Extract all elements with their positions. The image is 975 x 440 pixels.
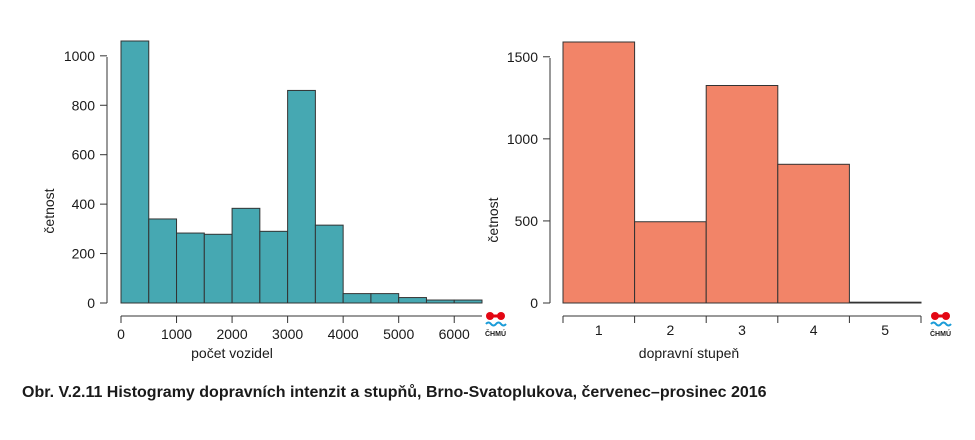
right-y-ticks: 0 500 1000 1500 (507, 49, 550, 311)
left-ytick-label-600: 600 (72, 147, 96, 163)
left-xtick-label-3000: 3000 (272, 326, 303, 342)
right-xtick-label-1: 1 (595, 322, 603, 338)
left-bar-11 (425, 299, 455, 304)
right-ytick-label-1500: 1500 (507, 49, 538, 65)
right-bar-2 (634, 221, 707, 304)
left-xtick-label-1000: 1000 (161, 326, 192, 342)
left-xtick-label-2000: 2000 (216, 326, 247, 342)
logo-text: ČHMÚ (930, 329, 951, 338)
left-xtick-label-5000: 5000 (383, 326, 414, 342)
left-ytick-label-800: 800 (72, 97, 96, 113)
logo-dot-left (931, 312, 939, 320)
left-xtick-label-6000: 6000 (439, 326, 470, 342)
right-xtick-label-5: 5 (881, 322, 889, 338)
logo-dot-left (486, 312, 494, 320)
logo-bar (936, 314, 944, 318)
left-y-ticks: 0 200 400 600 800 1000 (64, 48, 107, 311)
right-ytick-label-500: 500 (515, 213, 539, 229)
right-bars (562, 41, 922, 304)
logo-text: ČHMÚ (485, 329, 506, 338)
right-xtick-label-3: 3 (738, 322, 746, 338)
right-xtick-label-4: 4 (810, 322, 818, 338)
left-bar-7 (314, 224, 344, 304)
left-bar-6 (287, 89, 316, 304)
histogram-traffic-level: 0 500 1000 1500 1 2 3 4 5 dopravní stupeň četno… (485, 41, 922, 361)
left-bar-0 (120, 40, 150, 304)
right-x-ticks: 1 2 3 4 5 (562, 316, 922, 338)
right-y-axis-label: četnost (485, 197, 501, 242)
figure-caption: Obr. V.2.11 Histogramy dopravních intenz… (22, 384, 767, 401)
left-x-ticks: 0 1000 2000 3000 4000 5000 6000 (117, 316, 470, 342)
logo-wave (930, 321, 952, 327)
right-ytick-label-0: 0 (530, 295, 538, 311)
right-xtick-label-2: 2 (667, 322, 675, 338)
left-bar-1 (148, 218, 178, 304)
left-bar-10 (398, 297, 427, 304)
chmu-logo: ČHMÚ (930, 312, 952, 338)
left-y-axis-label: četnost (41, 188, 57, 233)
left-bar-4 (231, 207, 261, 304)
chmu-logo: ČHMÚ (485, 312, 507, 338)
logo-wave (485, 321, 507, 327)
left-bar-12 (453, 299, 483, 304)
left-ytick-label-200: 200 (72, 246, 96, 262)
right-ytick-label-1000: 1000 (507, 131, 538, 147)
right-bar-1 (562, 41, 636, 304)
left-bar-5 (259, 230, 289, 304)
histogram-traffic-volume: 0 200 400 600 800 1000 0 1000 2000 3000 4000 5000 6… (41, 40, 483, 361)
right-bar-3 (705, 85, 779, 304)
left-ytick-label-400: 400 (72, 196, 96, 212)
right-bar-4 (777, 163, 850, 304)
left-x-axis-label: počet vozidel (191, 345, 273, 361)
left-bars (120, 40, 483, 304)
left-bar-9 (370, 293, 400, 304)
left-xtick-label-0: 0 (117, 326, 125, 342)
left-ytick-label-1000: 1000 (64, 48, 95, 64)
left-bar-8 (342, 293, 372, 304)
left-ytick-label-0: 0 (87, 295, 95, 311)
right-x-axis-label: dopravní stupeň (639, 345, 739, 361)
logo-dot-right (497, 312, 505, 320)
left-bar-2 (176, 232, 205, 304)
left-xtick-label-4000: 4000 (328, 326, 359, 342)
left-bar-3 (203, 233, 233, 304)
logo-dot-right (942, 312, 950, 320)
logo-bar (491, 314, 499, 318)
right-bar-5 (848, 301, 922, 304)
